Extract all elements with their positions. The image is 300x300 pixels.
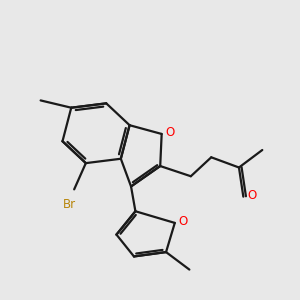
Text: Br: Br: [63, 198, 76, 211]
Text: O: O: [247, 189, 256, 202]
Text: O: O: [178, 215, 188, 228]
Text: O: O: [165, 126, 175, 139]
